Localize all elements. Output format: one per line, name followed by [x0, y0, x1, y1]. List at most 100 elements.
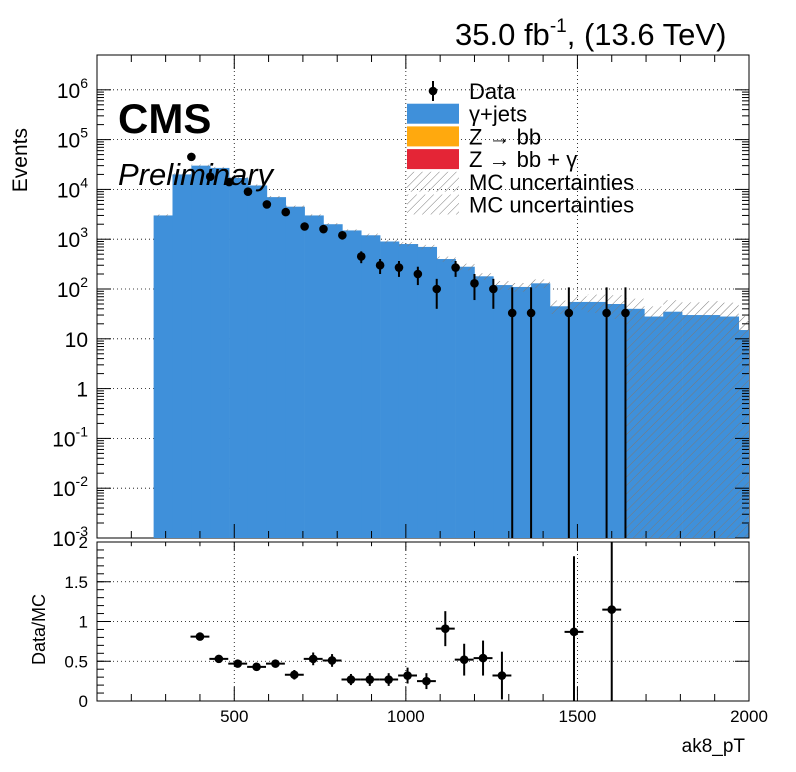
legend-hatch-swatch — [407, 171, 459, 192]
legend-label: Z → bb + γ — [469, 147, 577, 172]
data-point — [507, 308, 517, 318]
ratio-point — [233, 659, 242, 668]
ratio-y-tick-label: 1 — [79, 613, 88, 632]
mc-uncertainty-band — [172, 173, 192, 176]
data-point — [451, 263, 460, 272]
ratio-point — [271, 659, 280, 668]
ratio-point — [308, 654, 318, 664]
main-bars — [153, 165, 749, 538]
ratio-point — [459, 655, 469, 664]
legend-hatch-swatch — [407, 194, 459, 215]
data-points — [187, 152, 630, 538]
main-y-tick-label: 105 — [57, 125, 88, 153]
ratio-point — [403, 671, 412, 680]
ratio-y-tick-label: 0.5 — [64, 652, 88, 671]
mc-uncertainty-band — [210, 166, 230, 170]
ratio-y-ticks: 0 0.5 1 1.5 2 — [64, 533, 749, 711]
mc-uncertainty-band — [738, 316, 749, 538]
gjets-bar — [493, 285, 513, 538]
ratio-y-tick-label: 0 — [79, 692, 88, 711]
gjets-bar — [210, 167, 230, 538]
data-point — [356, 252, 366, 261]
main-y-tick-label: 10-2 — [52, 473, 88, 501]
mc-uncertainty-band — [304, 214, 324, 217]
ratio-point — [441, 624, 450, 633]
ratio-point — [569, 627, 579, 637]
data-point — [602, 308, 611, 318]
ratio-point — [346, 675, 356, 684]
main-y-tick-label: 106 — [57, 75, 88, 103]
ratio-y-tick-label: 2 — [79, 533, 88, 552]
data-point — [432, 284, 442, 294]
legend-swatch — [407, 103, 459, 124]
main-y-tick-label: 10-3 — [52, 523, 88, 551]
uncertainty-band — [153, 164, 749, 538]
data-point — [187, 152, 196, 162]
gjets-bar — [512, 286, 532, 538]
gjets-bar — [229, 177, 249, 538]
gjets-bar — [606, 303, 626, 538]
gjets-bar — [568, 301, 589, 538]
mc-uncertainty-band — [436, 256, 456, 262]
legend-label: Z → bb — [469, 124, 541, 149]
ratio-point — [252, 662, 261, 672]
data-point — [470, 279, 479, 288]
gjets-bar — [531, 283, 551, 538]
data-point — [413, 269, 423, 279]
mc-uncertainty-band — [568, 296, 588, 310]
main-y-tick-label: 10 — [65, 329, 88, 352]
mc-uncertainty-band — [474, 273, 494, 280]
data-point — [262, 200, 272, 209]
gjets-bar — [247, 185, 268, 538]
legend-label: γ+jets — [469, 102, 527, 127]
gjets-bar — [191, 165, 211, 538]
mc-uncertainty-band — [700, 301, 720, 538]
ratio-frame — [96, 541, 750, 702]
data-point — [300, 222, 309, 231]
gjets-bar — [436, 259, 456, 538]
mc-uncertainty-band — [285, 205, 305, 208]
ratio-point — [384, 675, 393, 684]
gjets-bar — [398, 244, 419, 538]
data-point — [281, 207, 291, 217]
ratio-x-tick-label: 1500 — [559, 707, 597, 726]
cms-label: CMS — [118, 95, 211, 142]
data-point — [621, 308, 630, 318]
main-y-ticks: 10-3 10-2 10-1 1 10 102 103 104 105 106 — [52, 75, 749, 551]
ratio-point — [365, 675, 375, 684]
legend-swatch — [407, 149, 459, 170]
gjets-bar — [266, 197, 287, 538]
mc-uncertainty-band — [531, 279, 550, 289]
ratio-point — [214, 654, 224, 664]
gjets-bar — [549, 306, 570, 538]
gjets-bar — [361, 235, 381, 538]
mc-uncertainty-band — [191, 164, 211, 167]
ratio-x-tick-label: 2000 — [730, 707, 768, 726]
mc-uncertainty-band — [682, 302, 701, 538]
mc-uncertainty-band — [229, 176, 248, 180]
data-point — [489, 284, 498, 294]
ratio-y-axis-label: Data/MC — [29, 594, 49, 665]
legend-swatch — [407, 126, 459, 147]
main-x-ticks — [130, 55, 750, 538]
mc-uncertainty-band — [606, 295, 626, 319]
ratio-y-tick-label: 1.5 — [64, 573, 88, 592]
mc-uncertainty-band — [266, 196, 286, 199]
gjets-bar — [380, 241, 400, 538]
mc-uncertainty-band — [417, 244, 437, 250]
data-point — [319, 224, 328, 234]
mc-uncertainty-band — [625, 298, 645, 538]
ratio-point — [478, 653, 488, 663]
mc-uncertainty-band — [644, 306, 664, 538]
ratio-x-tick-label: 1000 — [387, 707, 425, 726]
gjets-bar — [285, 206, 305, 538]
mc-uncertainty-band — [247, 184, 267, 187]
ratio-x-tick-label: 500 — [220, 707, 248, 726]
data-point — [526, 308, 536, 318]
mc-uncertainty-band — [493, 281, 513, 290]
ratio-panel: 0 0.5 1 1.5 2 500 1000 1500 2000 Data/MC ak8_pT — [29, 533, 768, 757]
ratio-x-ticks: 500 1000 1500 2000 — [130, 542, 768, 726]
mc-uncertainty-band — [380, 239, 399, 244]
